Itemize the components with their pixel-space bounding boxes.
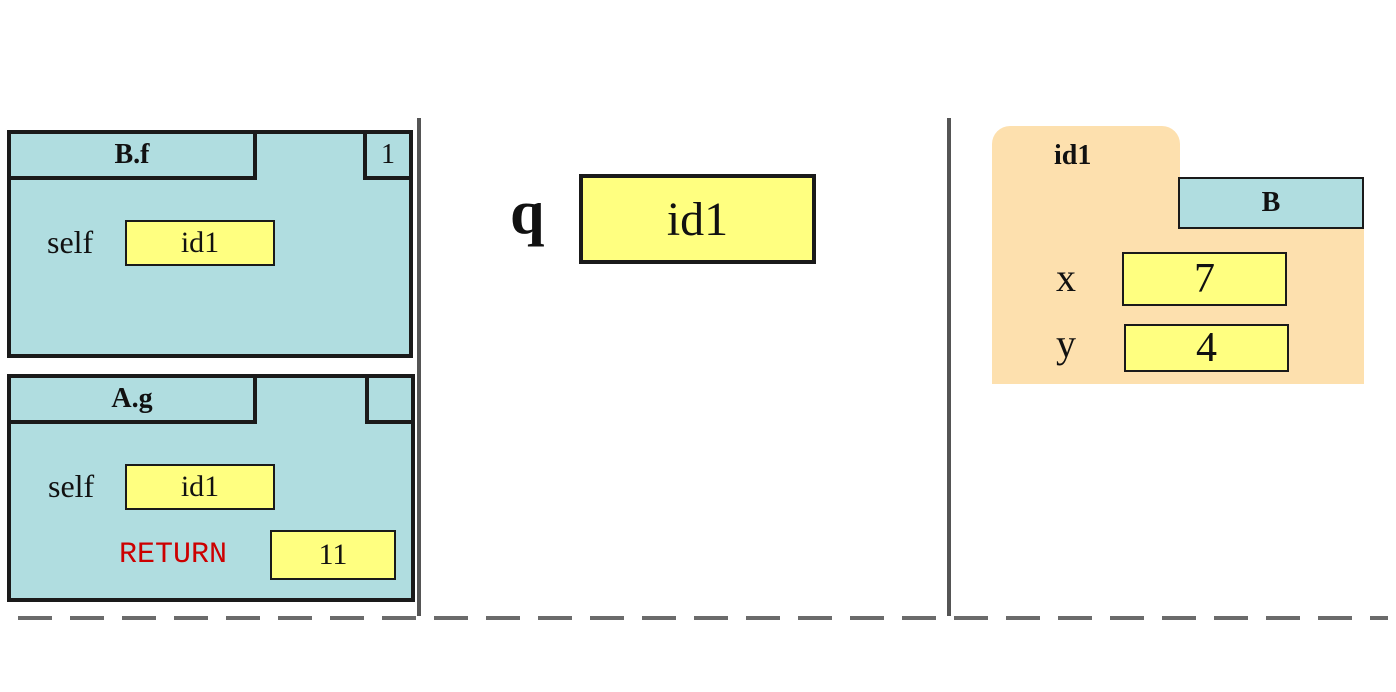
frame-title: B.f [7, 130, 257, 180]
object-id: id1 [1054, 140, 1092, 171]
divider-call-global [417, 118, 421, 616]
return-value-text: 11 [318, 538, 348, 571]
frame-counter [365, 374, 415, 424]
field-value-x: 7 [1122, 252, 1287, 306]
frame-title: A.g [7, 374, 257, 424]
dashed-divider [18, 616, 1388, 620]
variable-label: self [47, 224, 94, 260]
global-variable-value-text: id1 [666, 192, 729, 246]
return-value: 11 [270, 530, 396, 580]
variable-value-text: id1 [180, 470, 220, 503]
variable-label: self [48, 468, 95, 504]
field-value-y: 4 [1124, 324, 1289, 372]
field-label-y: y [1056, 321, 1076, 366]
variable-value: id1 [125, 464, 275, 510]
global-variable-label: q [510, 179, 545, 247]
global-variable-value: id1 [579, 174, 816, 264]
return-label: RETURN [119, 538, 228, 572]
call-frame-b-f: B.f 1 self id1 [7, 130, 413, 358]
variable-value: id1 [125, 220, 275, 266]
frame-counter: 1 [363, 130, 413, 180]
divider-global-heap [947, 118, 951, 616]
variable-value-text: id1 [180, 226, 220, 259]
field-label-x: x [1056, 255, 1076, 300]
call-frame-a-g: A.g self id1 RETURN 11 [7, 374, 415, 602]
object-folder-tab [992, 126, 1180, 186]
field-value-x-text: 7 [1194, 256, 1215, 302]
object-class-text: B [1261, 187, 1281, 218]
field-value-y-text: 4 [1196, 325, 1217, 371]
object-class: B [1178, 177, 1364, 229]
